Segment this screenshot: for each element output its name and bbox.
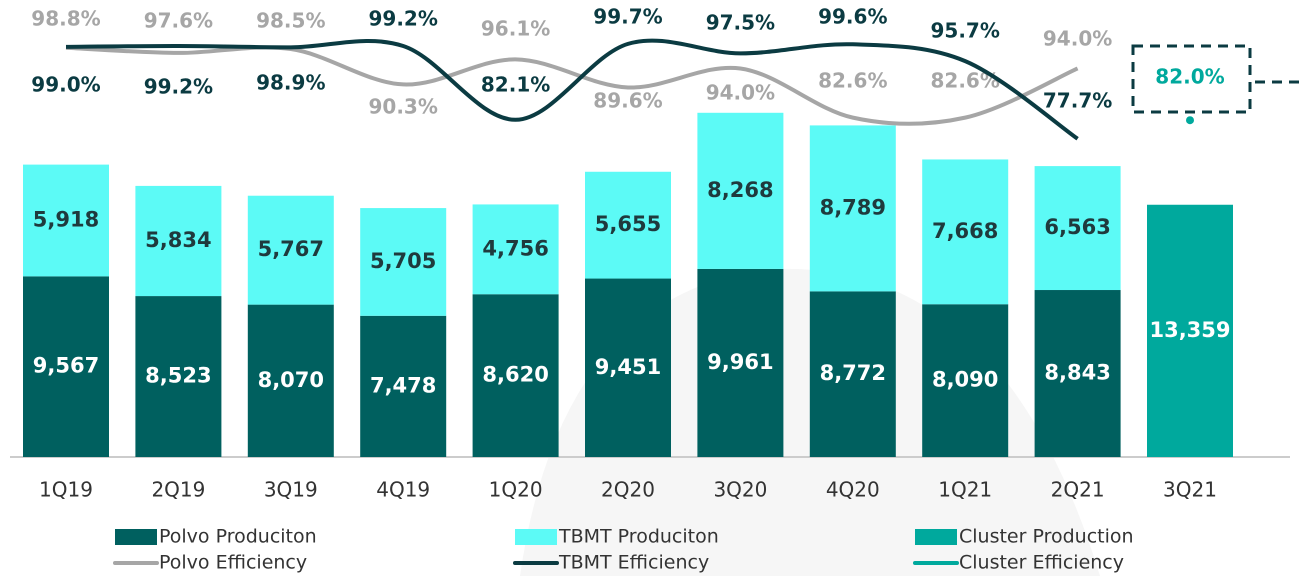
efficiency-label: 89.6% — [593, 89, 662, 113]
efficiency-label: 94.0% — [706, 81, 775, 105]
bar-label: 13,359 — [1149, 318, 1230, 342]
bar — [809, 125, 896, 292]
bar — [585, 171, 671, 279]
bar — [247, 304, 334, 457]
bar-label: 6,563 — [1044, 215, 1110, 239]
efficiency-label: 82.1% — [481, 73, 550, 97]
bar — [697, 112, 784, 269]
bar-label: 5,655 — [595, 212, 661, 236]
bar — [135, 296, 222, 457]
legend-label: Cluster Production — [959, 526, 1134, 548]
efficiency-point — [1186, 116, 1194, 125]
legend-label: TBMT Efficiency — [558, 552, 709, 574]
legend-swatch — [115, 529, 157, 545]
bar — [809, 291, 896, 457]
bar-label: 9,567 — [33, 354, 99, 378]
bar — [472, 204, 559, 295]
x-tick-label: 1Q20 — [489, 478, 543, 502]
bar-label: 5,834 — [145, 228, 211, 252]
bar-label: 8,090 — [932, 368, 998, 392]
bar — [1034, 166, 1121, 291]
bar-label: 8,620 — [482, 363, 548, 387]
efficiency-line — [65, 38, 1079, 141]
bar-label: 8,070 — [258, 368, 324, 392]
efficiency-label: 99.6% — [818, 5, 887, 29]
legend-label: Cluster Efficiency — [959, 552, 1124, 574]
efficiency-label: 82.0% — [1155, 65, 1224, 89]
efficiency-label: 90.3% — [369, 95, 438, 119]
bar-label: 5,705 — [370, 249, 436, 273]
bar-label: 4,756 — [482, 236, 548, 260]
bar-label: 7,668 — [932, 219, 998, 243]
x-tick-label: 3Q20 — [713, 478, 767, 502]
bar — [697, 268, 784, 457]
bar — [23, 164, 109, 277]
legend-label: Polvo Produciton — [159, 526, 317, 548]
bar-label: 8,789 — [820, 195, 886, 219]
efficiency-label: 94.0% — [1043, 27, 1112, 51]
efficiency-label: 82.6% — [818, 69, 887, 93]
bar — [922, 304, 1009, 457]
x-tick-label: 2Q20 — [601, 478, 655, 502]
legend-label: Polvo Efficiency — [159, 552, 307, 574]
efficiency-label: 98.8% — [31, 7, 100, 31]
x-tick-label: 1Q19 — [39, 478, 93, 502]
efficiency-label: 99.7% — [593, 5, 662, 29]
bar-label: 9,961 — [707, 350, 773, 374]
efficiency-label: 99.2% — [144, 75, 213, 99]
legend-label: TBMT Produciton — [558, 526, 719, 548]
efficiency-label: 96.1% — [481, 17, 550, 41]
efficiency-label: 97.6% — [144, 9, 213, 33]
bar — [585, 278, 671, 457]
x-tick-label: 4Q19 — [376, 478, 430, 502]
efficiency-label: 99.2% — [369, 7, 438, 31]
efficiency-label: 97.5% — [706, 11, 775, 35]
bar-label: 8,268 — [707, 178, 773, 202]
bar-label: 8,772 — [820, 361, 886, 385]
bar — [1147, 204, 1233, 457]
efficiency-label: 98.5% — [256, 9, 325, 33]
bar-label: 5,767 — [258, 237, 324, 261]
x-tick-label: 1Q21 — [938, 478, 992, 502]
efficiency-label: 95.7% — [931, 19, 1000, 43]
legend-swatch — [515, 529, 557, 545]
highlight-box — [1131, 44, 1252, 114]
bar — [922, 159, 1009, 305]
efficiency-label: 77.7% — [1043, 89, 1112, 113]
bar — [360, 208, 447, 316]
bar-label: 8,843 — [1044, 361, 1110, 385]
bar — [247, 195, 334, 305]
x-tick-label: 3Q21 — [1163, 478, 1217, 502]
bar-label: 8,523 — [145, 364, 211, 388]
bar — [360, 315, 447, 457]
bar — [1034, 290, 1121, 457]
bar — [472, 294, 559, 457]
bar-label: 9,451 — [595, 355, 661, 379]
efficiency-label: 98.9% — [256, 71, 325, 95]
x-tick-label: 2Q19 — [151, 478, 205, 502]
x-tick-label: 2Q21 — [1051, 478, 1105, 502]
legend-swatch — [915, 529, 957, 545]
bar — [23, 276, 109, 457]
bar-label: 7,478 — [370, 373, 436, 397]
bar — [135, 185, 222, 297]
x-tick-label: 4Q20 — [826, 478, 880, 502]
bar-label: 5,918 — [33, 207, 99, 231]
x-tick-label: 3Q19 — [264, 478, 318, 502]
efficiency-label: 99.0% — [31, 73, 100, 97]
